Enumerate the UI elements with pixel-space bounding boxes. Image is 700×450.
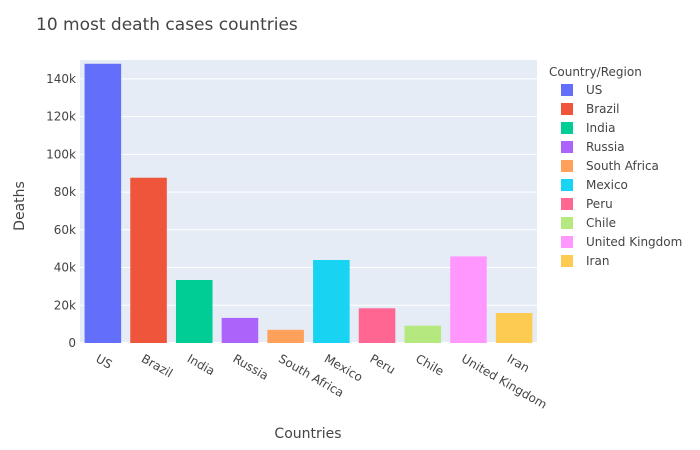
y-tick-label: 40k xyxy=(54,261,76,275)
x-tick-label: India xyxy=(185,351,218,378)
legend-item-india[interactable]: India xyxy=(586,121,615,135)
bar-iran[interactable] xyxy=(495,313,533,343)
legend-swatch[interactable] xyxy=(561,236,573,248)
x-tick-label: US xyxy=(93,351,114,371)
x-axis-title: Countries xyxy=(274,426,341,442)
x-tick-label: Chile xyxy=(413,351,446,378)
legend-item-us[interactable]: US xyxy=(586,83,602,97)
x-tick-label: Iran xyxy=(505,351,532,375)
y-tick-label: 140k xyxy=(46,72,76,86)
bar-peru[interactable] xyxy=(358,308,396,343)
y-axis-title: Deaths xyxy=(12,181,28,231)
legend: US Brazil India Russia South Africa Mexico Per… xyxy=(561,83,682,268)
y-tick-label: 60k xyxy=(54,223,76,237)
x-tick-label: Peru xyxy=(368,351,398,376)
bar-us[interactable] xyxy=(84,63,122,343)
y-tick-label: 20k xyxy=(54,298,76,312)
legend-swatch[interactable] xyxy=(561,122,573,134)
legend-swatch[interactable] xyxy=(561,198,573,210)
bar-united-kingdom[interactable] xyxy=(450,256,487,343)
legend-item-brazil[interactable]: Brazil xyxy=(586,102,620,116)
legend-swatch[interactable] xyxy=(561,160,573,172)
bar-south-africa[interactable] xyxy=(267,329,304,343)
y-tick-label: 80k xyxy=(54,185,76,199)
bar-chile[interactable] xyxy=(404,325,442,343)
y-tick-label: 0 xyxy=(68,336,76,350)
x-tick-label: Brazil xyxy=(139,351,175,380)
legend-item-russia[interactable]: Russia xyxy=(586,140,625,154)
legend-title: Country/Region xyxy=(549,65,642,79)
legend-item-iran[interactable]: Iran xyxy=(586,254,609,268)
x-tick-label: United Kingdom xyxy=(459,351,549,411)
legend-item-chile[interactable]: Chile xyxy=(586,216,616,230)
legend-item-united-kingdom[interactable]: United Kingdom xyxy=(586,235,682,249)
legend-swatch[interactable] xyxy=(561,84,573,96)
legend-item-peru[interactable]: Peru xyxy=(586,197,613,211)
bar-brazil[interactable] xyxy=(130,177,167,343)
y-tick-label: 100k xyxy=(46,147,76,161)
legend-swatch[interactable] xyxy=(561,141,573,153)
bar-india[interactable] xyxy=(175,279,213,343)
bar-russia[interactable] xyxy=(221,317,259,343)
legend-swatch[interactable] xyxy=(561,179,573,191)
bars xyxy=(84,63,533,343)
chart-title: 10 most death cases countries xyxy=(36,15,298,35)
y-tick-label: 120k xyxy=(46,110,76,124)
legend-item-south-africa[interactable]: South Africa xyxy=(586,159,659,173)
legend-item-mexico[interactable]: Mexico xyxy=(586,178,628,192)
x-tick-label: Russia xyxy=(230,351,270,382)
legend-swatch[interactable] xyxy=(561,103,573,115)
bar-mexico[interactable] xyxy=(313,259,350,343)
legend-swatch[interactable] xyxy=(561,217,573,229)
y-axis-ticks: 0 20k 40k 60k 80k 100k 120k 140k xyxy=(46,72,76,350)
legend-swatch[interactable] xyxy=(561,255,573,267)
